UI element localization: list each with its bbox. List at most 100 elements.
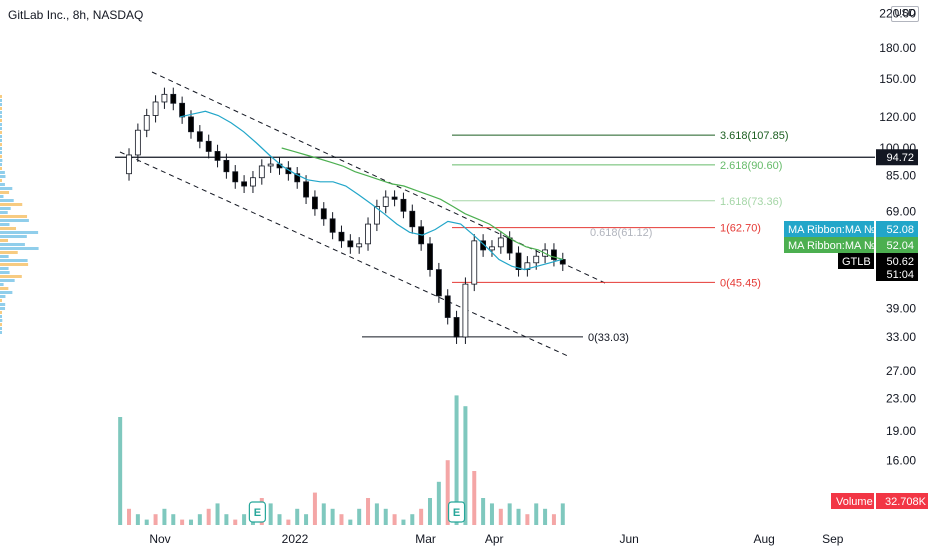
y-tick-label: 220.00	[879, 7, 916, 21]
ma-ribbon-line-1	[179, 110, 563, 271]
volume-profile-bar	[0, 331, 2, 334]
x-tick-label: 2022	[282, 532, 309, 546]
volume-bar	[498, 508, 503, 525]
volume-bar	[463, 406, 468, 525]
volume-bar	[543, 508, 548, 525]
volume-bar	[392, 514, 397, 525]
fib-level-label: 2.618(90.60)	[720, 160, 782, 172]
volume-tag-label-bg	[831, 493, 874, 509]
volume-bar	[551, 514, 556, 525]
volume-bar	[304, 514, 309, 525]
volume-profile-bar	[0, 127, 2, 130]
volume-bar	[162, 508, 167, 525]
candle-body	[134, 129, 141, 156]
volume-profile-bar	[0, 219, 29, 222]
volume-bar	[489, 503, 494, 525]
earnings-marker	[248, 501, 266, 523]
candle-body	[161, 93, 168, 103]
candle-body	[356, 243, 363, 248]
volume-bar	[383, 508, 388, 525]
volume-profile-bar	[0, 311, 2, 314]
volume-profile-bar	[0, 175, 6, 178]
volume-profile-bar	[0, 131, 2, 134]
volume-bar	[242, 514, 247, 525]
ma-tag-label: MA Ribbon:MA №1	[788, 224, 882, 236]
candle-body	[462, 283, 469, 338]
volume-profile-bar	[0, 259, 28, 262]
candle-body	[241, 181, 247, 187]
volume-profile-bar	[0, 135, 2, 138]
volume-profile-bar	[0, 151, 2, 154]
candle-body	[453, 317, 460, 338]
x-tick-label: Sep	[822, 532, 844, 546]
volume-bar	[277, 514, 282, 525]
volume-bar	[507, 503, 512, 525]
volume-profile-bar	[0, 163, 2, 166]
fib-level-label: 0.618(61.12)	[590, 227, 652, 239]
volume-profile-bar	[0, 183, 5, 186]
volume-bar	[233, 519, 238, 525]
candle-body	[480, 240, 487, 251]
fib-level-label: 0(45.45)	[720, 277, 761, 289]
candle-body	[126, 154, 132, 175]
volume-profile-bar	[0, 323, 2, 326]
y-tick-label: 69.00	[886, 204, 916, 218]
volume-profile-bar	[0, 207, 11, 210]
candle-body	[329, 218, 336, 233]
price-level-tag	[876, 149, 918, 166]
volume-profile-bar	[0, 119, 2, 122]
currency-badge[interactable]: USD	[891, 6, 919, 22]
volume-bar	[472, 471, 477, 525]
volume-profile-bar	[0, 291, 13, 294]
volume-bar	[268, 503, 273, 525]
volume-bar	[153, 514, 158, 525]
volume-profile-bar	[0, 279, 15, 282]
candle-body	[320, 208, 327, 220]
volume-bar	[144, 519, 149, 525]
y-tick-label: 150.00	[879, 72, 916, 86]
volume-bar	[348, 519, 353, 525]
volume-bar	[525, 514, 530, 525]
volume-profile-bar	[0, 147, 2, 150]
candle-body	[515, 252, 522, 271]
price-tag-value: 52.04	[886, 240, 914, 252]
y-tick-label: 23.00	[886, 392, 916, 406]
volume-bar	[428, 498, 432, 525]
candle-body	[170, 93, 177, 104]
volume-bar	[206, 508, 211, 525]
y-tick-label: 180.00	[879, 41, 916, 55]
volume-tag-label: Volume	[836, 496, 873, 508]
volume-bar	[339, 514, 344, 525]
volume-profile-bar	[0, 111, 2, 114]
volume-bar	[534, 503, 539, 525]
volume-profile-bar	[0, 123, 2, 126]
volume-tag-value: 32.708K	[885, 496, 927, 508]
volume-profile-bar	[0, 99, 2, 102]
candle-body	[489, 246, 495, 251]
volume-profile-bar	[0, 299, 2, 302]
candle-body	[294, 173, 301, 183]
volume-bar	[180, 519, 185, 525]
x-tick-label: Jun	[620, 532, 639, 546]
volume-bar	[197, 514, 202, 525]
volume-tag-value-bg	[876, 493, 928, 509]
volume-bar	[135, 514, 140, 525]
volume-profile-bar	[0, 191, 10, 194]
volume-profile-bar	[0, 171, 5, 174]
candle-body	[214, 151, 221, 161]
volume-profile-bar	[0, 203, 23, 206]
volume-profile-bar	[0, 287, 9, 290]
volume-bar	[366, 498, 371, 525]
volume-profile-bar	[0, 275, 22, 278]
candle-body	[303, 181, 309, 198]
volume-bar	[127, 508, 132, 525]
fib-level-label: 1.618(73.36)	[720, 196, 782, 208]
price-tag-value: 50.62	[886, 256, 914, 268]
candle-body	[152, 101, 159, 116]
candle-body	[338, 231, 345, 242]
x-tick-label: Nov	[149, 532, 170, 546]
volume-profile-bar	[0, 231, 39, 234]
ma-ribbon-line-2	[281, 147, 563, 260]
volume-bar	[224, 514, 229, 525]
